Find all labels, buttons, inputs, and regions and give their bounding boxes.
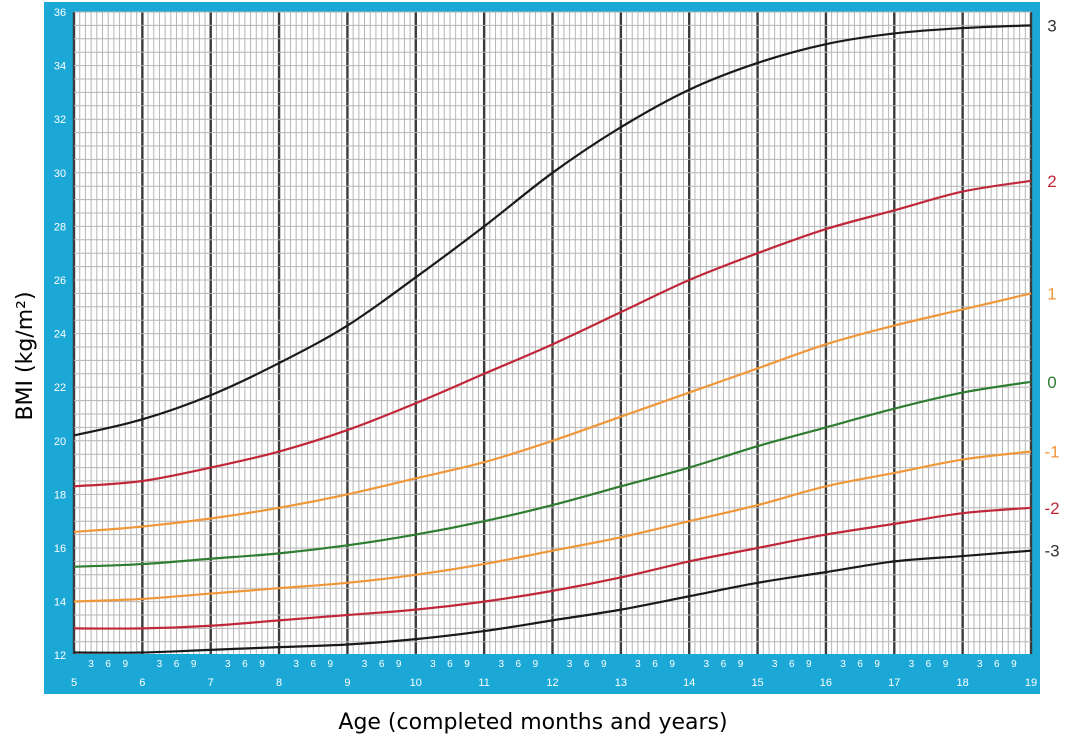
x-month-tick-label: 3 [430,659,436,670]
x-month-tick-label: 3 [704,659,710,670]
x-month-tick-label: 6 [174,659,180,670]
x-month-tick-label: 3 [909,659,915,670]
frame-left-strip [44,2,76,694]
x-tick-label: 8 [276,677,282,689]
z-score-labels: 3 2 1 0 -1 -2 -3 [1044,16,1059,560]
x-month-tick-label: 9 [738,659,744,670]
y-tick-label: 24 [54,329,66,341]
y-tick-label: 36 [54,7,66,19]
x-month-tick-label: 3 [88,659,94,670]
x-tick-label: 19 [1025,677,1037,689]
series-line--2 [73,506,1032,630]
y-axis-label: BMI (kg/m²) [13,291,38,420]
z-score-label-0: 0 [1047,373,1056,392]
x-tick-label: 12 [546,677,558,689]
z-score-label-1: 1 [1047,284,1056,303]
x-month-tick-label: 6 [994,659,1000,670]
y-tick-label: 32 [54,114,66,126]
y-tick-label: 20 [54,436,66,448]
x-month-tick-label: 6 [242,659,248,670]
x-month-tick-label: 9 [464,659,470,670]
x-tick-labels: 5 6 7 8 9 10 11 12 13 14 15 16 17 18 193 6 9 3 6 9 3 6 9 3 6 9 3 6 9… [71,659,1037,689]
x-month-tick-label: 9 [1011,659,1017,670]
x-month-tick-label: 6 [105,659,111,670]
y-tick-label: 22 [54,382,66,394]
y-tick-labels: 12 14 16 18 20 22 24 26 28 30 32 34 36 [54,7,66,662]
y-tick-label: 16 [54,543,66,555]
series-line-0 [73,380,1032,568]
z-score-label--3: -3 [1044,542,1059,561]
x-month-tick-label: 3 [157,659,163,670]
frame-right-strip [1031,2,1040,694]
x-tick-label: 11 [478,677,489,689]
series-line--3 [73,549,1032,654]
x-month-tick-label: 6 [447,659,453,670]
x-tick-label: 16 [820,677,832,689]
x-month-tick-label: 3 [498,659,504,670]
x-month-tick-label: 9 [122,659,128,670]
z-score-label-2: 2 [1047,172,1056,191]
x-tick-label: 17 [888,677,900,689]
series-line-2 [73,179,1032,488]
x-tick-label: 15 [751,677,763,689]
y-tick-label: 12 [54,650,66,662]
x-month-tick-label: 6 [926,659,932,670]
x-month-tick-label: 6 [857,659,863,670]
x-month-tick-label: 6 [652,659,658,670]
x-month-tick-label: 3 [772,659,778,670]
x-month-tick-label: 9 [396,659,402,670]
y-tick-label: 28 [54,221,66,233]
x-month-tick-label: 6 [789,659,795,670]
series-lines [73,24,1032,654]
x-month-tick-label: 9 [191,659,197,670]
x-month-tick-label: 3 [225,659,231,670]
x-month-tick-label: 9 [533,659,539,670]
x-month-tick-label: 9 [943,659,949,670]
x-axis-label: Age (completed months and years) [338,710,727,735]
x-month-tick-label: 3 [977,659,983,670]
z-score-label--1: -1 [1044,443,1059,462]
y-tick-label: 34 [54,61,66,73]
series-line--1 [73,450,1032,603]
frame-bottom-strip [44,654,1040,694]
x-month-tick-label: 3 [840,659,846,670]
x-month-tick-label: 9 [806,659,812,670]
x-tick-label: 6 [139,677,145,689]
z-score-label-3: 3 [1047,16,1056,35]
x-month-tick-label: 6 [721,659,727,670]
grid-lines [72,11,1033,654]
x-month-tick-label: 9 [601,659,607,670]
x-tick-label: 9 [344,677,350,689]
x-month-tick-label: 3 [567,659,573,670]
x-tick-label: 18 [957,677,969,689]
y-tick-label: 18 [54,489,66,501]
x-month-tick-label: 6 [584,659,590,670]
x-month-tick-label: 9 [669,659,675,670]
y-tick-label: 30 [54,168,66,180]
x-tick-label: 10 [410,677,422,689]
x-month-tick-label: 3 [293,659,299,670]
x-tick-label: 5 [71,677,77,689]
x-month-tick-label: 6 [516,659,522,670]
series-line-1 [73,292,1032,534]
x-tick-label: 7 [208,677,214,689]
x-month-tick-label: 9 [874,659,880,670]
x-month-tick-label: 3 [635,659,641,670]
x-month-tick-label: 6 [310,659,316,670]
y-tick-label: 14 [54,597,66,609]
z-score-label--2: -2 [1044,499,1059,518]
y-tick-label: 26 [54,275,66,287]
series-line-3 [73,24,1032,437]
frame-top-strip [44,2,1040,12]
x-month-tick-label: 9 [328,659,334,670]
x-month-tick-label: 9 [259,659,265,670]
x-tick-label: 14 [683,677,695,689]
x-month-tick-label: 3 [362,659,368,670]
x-month-tick-label: 6 [379,659,385,670]
x-tick-label: 13 [615,677,627,689]
